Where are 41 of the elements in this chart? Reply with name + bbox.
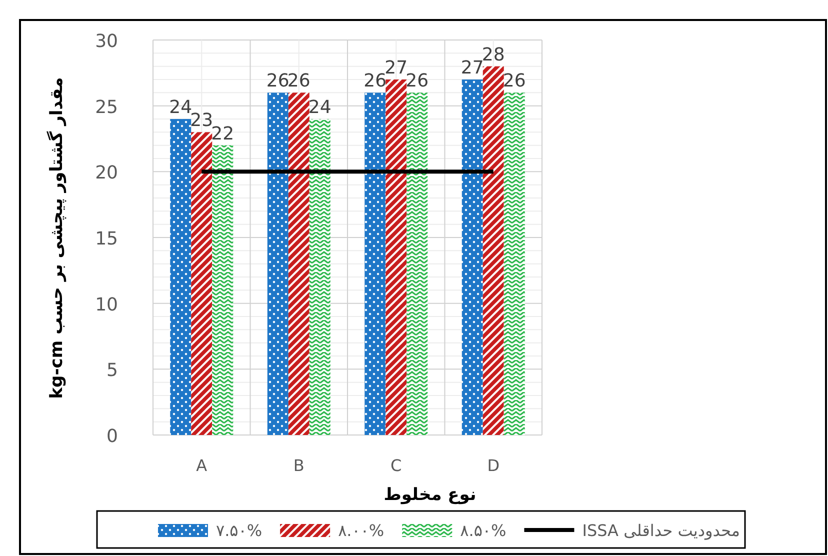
bar [212,145,234,435]
bar [386,80,407,435]
bar [364,92,386,435]
data-label: 28 [482,44,505,66]
x-tick-label: A [196,456,208,475]
y-tick-label: 5 [106,360,118,382]
data-label: 27 [384,58,408,78]
data-label: 26 [502,70,526,92]
bar [191,132,212,435]
legend-label: ۸.۰۰% [338,521,384,540]
data-label: 26 [406,70,429,92]
y-tick-label: 10 [95,294,118,316]
y-tick-label: 20 [95,162,118,184]
x-axis-title: نوع مخلوط [384,485,476,505]
data-label: 22 [211,123,234,144]
x-tick-label: C [390,456,402,475]
bar [170,119,192,435]
data-label: 24 [308,97,332,118]
y-tick-label: 30 [95,31,118,52]
y-tick-label: 25 [95,96,118,118]
bar [309,119,330,435]
y-tick-label: 0 [106,426,118,447]
x-tick-label: D [487,456,500,475]
data-label: 26 [287,70,310,92]
bar [288,92,310,435]
data-label: 26 [364,70,387,92]
legend-label: ۸.۵۰% [460,521,506,540]
legend-label: محدودیت حداقلی ISSA [582,521,740,540]
bar [504,92,525,435]
data-label: 23 [190,110,214,132]
data-label: 26 [266,70,290,92]
data-label: 24 [169,97,192,118]
bar [482,66,504,435]
y-tick-label: 15 [95,228,118,250]
bar [462,80,483,435]
bar [406,92,428,435]
legend-label: ۷.۵۰% [216,521,262,540]
data-label: 27 [460,58,484,78]
x-tick-label: B [293,456,304,475]
bar [267,92,288,435]
y-axis-title: مقدار گشتاور پیچشی بر حسب kg-cm [46,77,67,399]
